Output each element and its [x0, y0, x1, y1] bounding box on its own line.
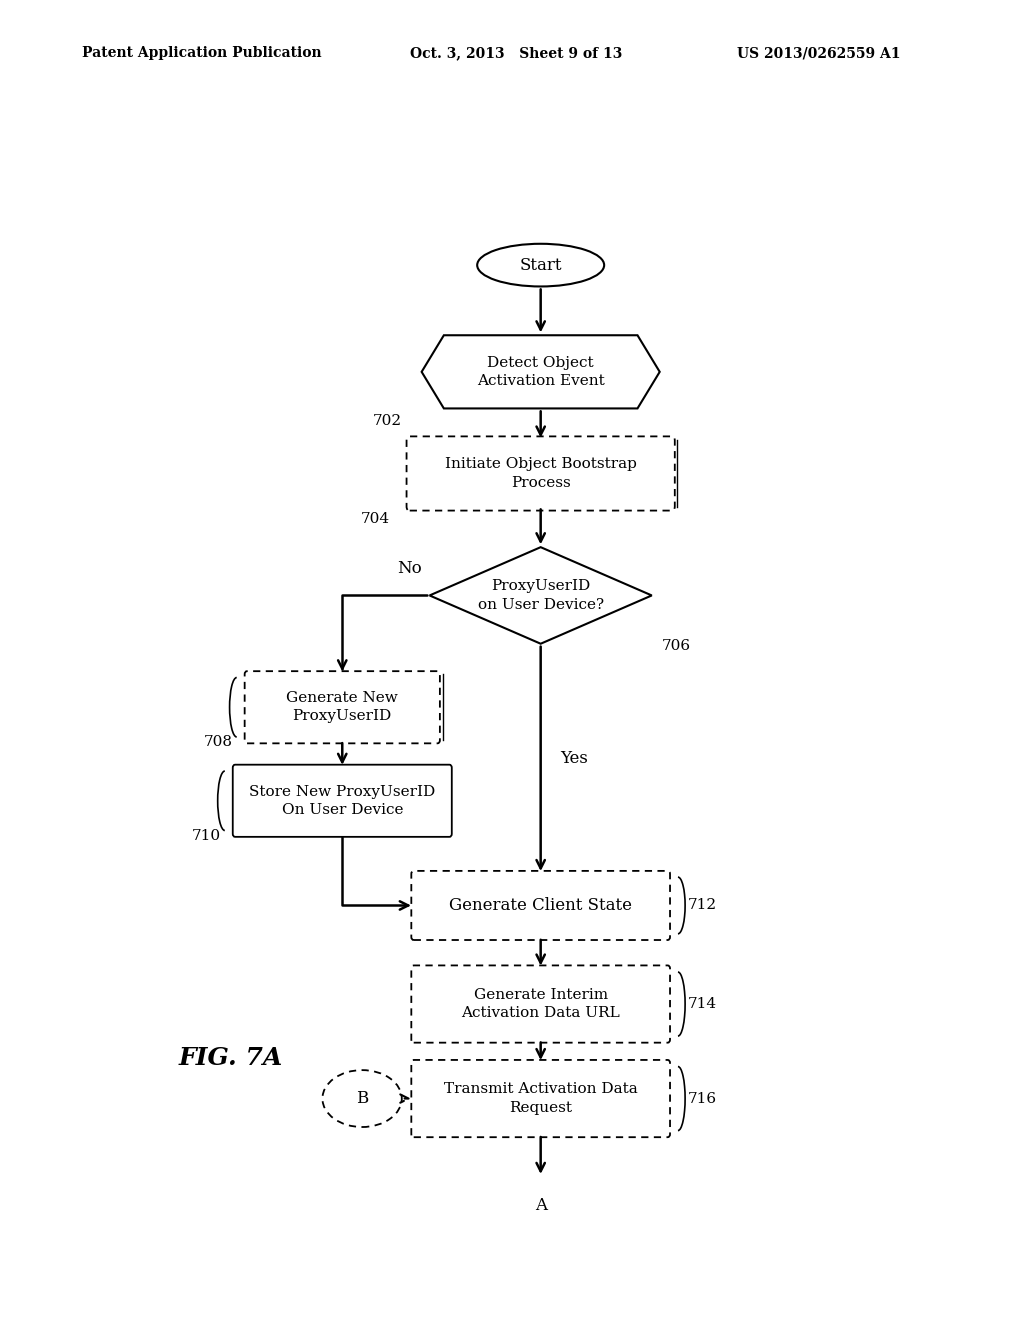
Text: Oct. 3, 2013   Sheet 9 of 13: Oct. 3, 2013 Sheet 9 of 13 [410, 46, 622, 61]
Polygon shape [430, 548, 652, 644]
FancyBboxPatch shape [245, 671, 440, 743]
FancyBboxPatch shape [232, 764, 452, 837]
Text: 710: 710 [191, 829, 220, 842]
Text: Generate New
ProxyUserID: Generate New ProxyUserID [287, 692, 398, 723]
Text: Yes: Yes [560, 750, 589, 767]
FancyBboxPatch shape [412, 965, 670, 1043]
Text: A: A [535, 1197, 547, 1214]
Text: Generate Interim
Activation Data URL: Generate Interim Activation Data URL [461, 987, 621, 1020]
Text: 702: 702 [373, 413, 401, 428]
Ellipse shape [323, 1071, 401, 1127]
Text: Detect Object
Activation Event: Detect Object Activation Event [477, 355, 604, 388]
Text: Initiate Object Bootstrap
Process: Initiate Object Bootstrap Process [444, 457, 637, 490]
FancyBboxPatch shape [412, 1060, 670, 1138]
Text: 712: 712 [687, 899, 717, 912]
Text: Patent Application Publication: Patent Application Publication [82, 46, 322, 61]
Text: 716: 716 [687, 1092, 717, 1106]
Text: US 2013/0262559 A1: US 2013/0262559 A1 [737, 46, 901, 61]
Text: 706: 706 [662, 639, 690, 652]
Text: FIG. 7A: FIG. 7A [179, 1045, 284, 1071]
FancyBboxPatch shape [412, 871, 670, 940]
Text: 714: 714 [687, 997, 717, 1011]
FancyBboxPatch shape [407, 437, 675, 511]
Text: Generate Client State: Generate Client State [450, 898, 632, 913]
Text: ProxyUserID
on User Device?: ProxyUserID on User Device? [477, 579, 604, 611]
Polygon shape [422, 335, 659, 408]
Ellipse shape [494, 1177, 588, 1234]
Text: Store New ProxyUserID
On User Device: Store New ProxyUserID On User Device [249, 784, 435, 817]
Text: Start: Start [519, 256, 562, 273]
Ellipse shape [477, 244, 604, 286]
Text: 708: 708 [204, 735, 232, 750]
Text: Transmit Activation Data
Request: Transmit Activation Data Request [443, 1082, 638, 1115]
Text: B: B [356, 1090, 369, 1107]
Text: 704: 704 [360, 512, 390, 525]
Text: No: No [397, 560, 422, 577]
